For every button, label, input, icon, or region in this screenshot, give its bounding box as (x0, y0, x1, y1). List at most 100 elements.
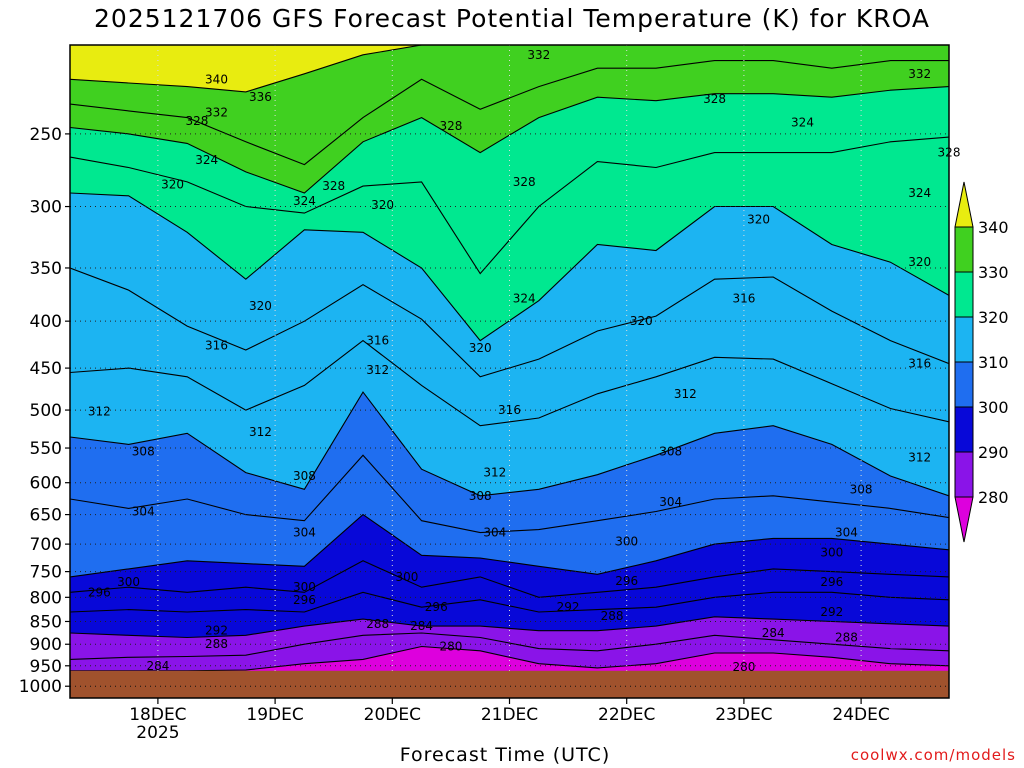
colorbar-band (954, 316, 974, 363)
colorbar-label: 330 (978, 263, 1009, 282)
contour-label: 324 (791, 116, 814, 130)
contour-label: 332 (205, 106, 228, 120)
contour-label: 324 (513, 292, 536, 306)
contour-label: 320 (371, 198, 394, 212)
contour-label: 320 (747, 213, 770, 227)
contour-label: 296 (425, 600, 448, 614)
colorbar-band (954, 406, 974, 453)
contour-label: 324 (908, 186, 931, 200)
y-tick-label: 650 (30, 506, 62, 526)
contour-label: 308 (132, 445, 155, 459)
contour-label: 320 (249, 299, 272, 313)
isentrope-332 (70, 60, 949, 166)
contour-label: 316 (732, 292, 755, 306)
contour-label: 296 (293, 593, 316, 607)
contour-label: 300 (615, 534, 638, 548)
y-tick-label: 350 (30, 259, 62, 279)
x-tick-sublabel: 2025 (136, 723, 179, 743)
y-tick-label: 500 (30, 401, 62, 421)
colorbar: 280 290 300 310 320 330 340 (954, 181, 1009, 543)
contour-label: 304 (293, 526, 316, 540)
y-tick-label: 450 (30, 359, 62, 379)
contour-label: 308 (850, 482, 873, 496)
contour-label: 320 (908, 255, 931, 269)
contour-label: 304 (483, 526, 506, 540)
isentrope-300 (70, 513, 949, 578)
contour-label: 288 (366, 617, 389, 631)
isentrope-340 (70, 45, 949, 93)
colorbar-label: 310 (978, 353, 1009, 372)
colorbar-band (954, 271, 974, 318)
contour-label: 312 (674, 387, 697, 401)
contour-label: 316 (366, 334, 389, 348)
y-tick-label: 550 (30, 439, 62, 459)
contour-label: 300 (293, 580, 316, 594)
isentrope-312 (70, 339, 949, 427)
contour-label: 304 (132, 505, 155, 519)
contour-label: 324 (293, 194, 316, 208)
contour-label: 324 (195, 153, 218, 167)
contour-label: 296 (88, 585, 111, 599)
colorbar-band (954, 496, 974, 543)
contour-label: 316 (498, 403, 521, 417)
y-tick-label: 850 (30, 612, 62, 632)
isentrope-304 (70, 454, 949, 534)
contour-label: 304 (659, 495, 682, 509)
contour-label: 328 (186, 114, 209, 128)
y-tick-label: 1000 (19, 677, 62, 697)
x-tick-label: 18DEC (129, 705, 186, 725)
contour-label: 332 (908, 67, 931, 81)
contour-label: 280 (439, 639, 462, 653)
contour-label: 304 (835, 526, 858, 540)
y-tick-label: 300 (30, 198, 62, 218)
contour-label: 316 (908, 357, 931, 371)
y-tick-label: 400 (30, 312, 62, 332)
contour-label: 312 (249, 425, 272, 439)
contour-label: 284 (146, 659, 169, 673)
contour-label: 296 (820, 575, 843, 589)
contour-label: 316 (205, 338, 228, 352)
contour-label: 328 (322, 179, 345, 193)
x-tick-label: 20DEC (364, 705, 421, 725)
contour-label: 328 (703, 92, 726, 106)
contour-label: 308 (659, 445, 682, 459)
contour-label: 328 (513, 175, 536, 189)
x-tick-label: 19DEC (246, 705, 303, 725)
contour-label: 300 (395, 570, 418, 584)
x-tick-label: 21DEC (481, 705, 538, 725)
contour-label: 320 (630, 314, 653, 328)
contour-label: 312 (366, 363, 389, 377)
colorbar-label: 280 (978, 488, 1009, 507)
contour-labels: 3403363323283243203323283283283243323283… (88, 48, 961, 674)
colorbar-label: 340 (978, 218, 1009, 237)
chart-title: 2025121706 GFS Forecast Potential Temper… (94, 4, 930, 33)
contour-label: 296 (615, 574, 638, 588)
isentrope-284 (70, 632, 949, 660)
isentrope-280 (70, 645, 949, 672)
colorbar-label: 320 (978, 308, 1009, 327)
x-tick-label: 23DEC (715, 705, 772, 725)
x-axis-label: Forecast Time (UTC) (399, 744, 611, 766)
contour-label: 300 (820, 546, 843, 560)
colorbar-band (954, 181, 974, 228)
contour-label: 288 (601, 609, 624, 623)
contour-label: 340 (205, 72, 228, 86)
x-tick-label: 22DEC (598, 705, 655, 725)
contour-label: 328 (439, 119, 462, 133)
ground-fill (70, 670, 949, 698)
colorbar-band (954, 451, 974, 498)
contour-label: 320 (161, 178, 184, 192)
y-tick-label: 600 (30, 474, 62, 494)
x-tick-label: 24DEC (832, 705, 889, 725)
contour-label: 284 (762, 626, 785, 640)
contour-label: 312 (88, 405, 111, 419)
colorbar-band (954, 361, 974, 408)
contour-label: 312 (908, 450, 931, 464)
contour-label: 284 (410, 619, 433, 633)
contour-label: 320 (469, 341, 492, 355)
contour-label: 308 (469, 489, 492, 503)
credit-text: coolwx.com/models (850, 746, 1016, 764)
contour-label: 312 (483, 466, 506, 480)
